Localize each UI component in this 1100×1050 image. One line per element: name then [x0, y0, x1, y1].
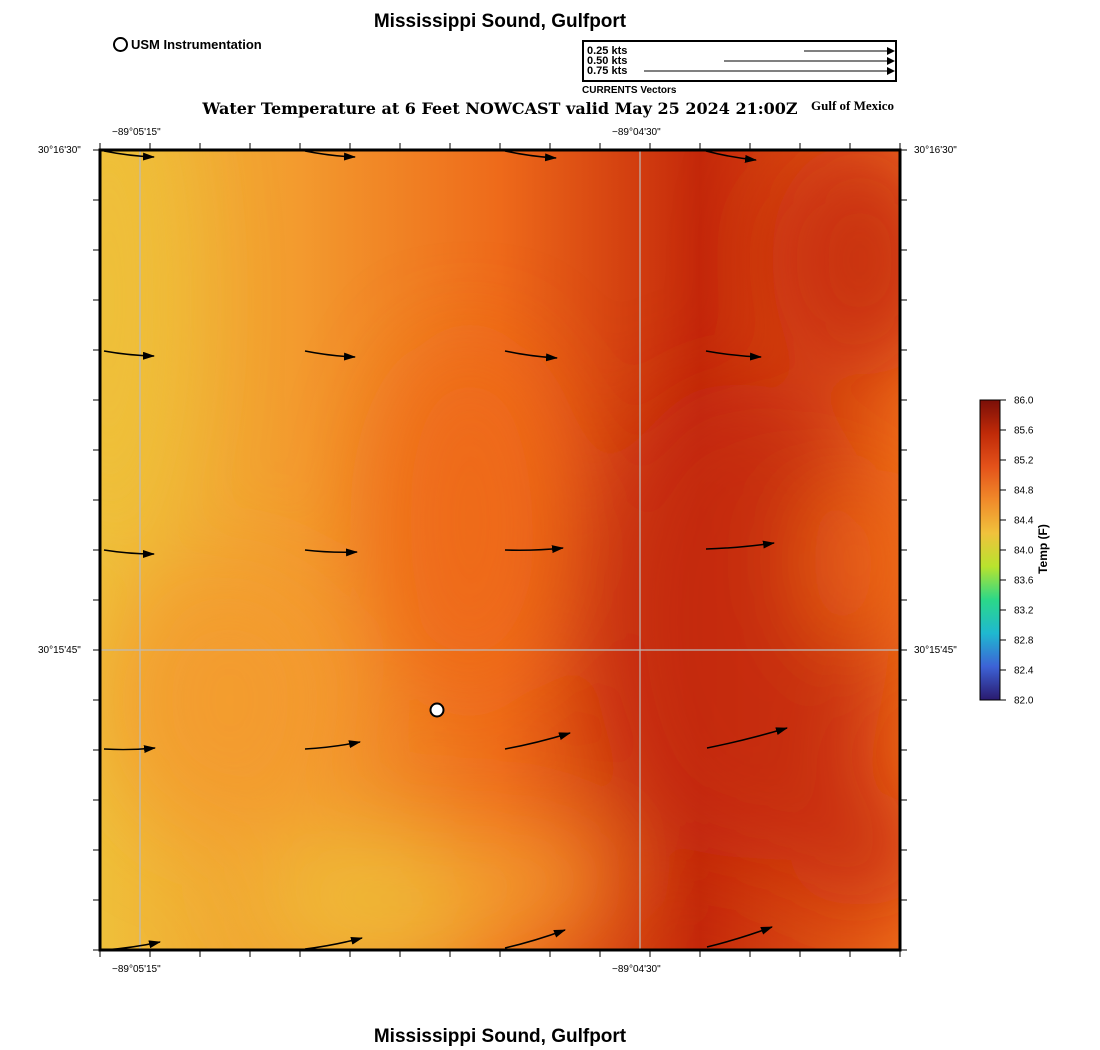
current-vectors: [103, 150, 788, 951]
current-vector-arrow: [304, 548, 358, 557]
current-vector-arrow: [705, 540, 775, 550]
current-vector-arrow: [103, 150, 155, 161]
colorbar: 82.0 82.4 82.8 83.2 83.6 84.0 84.4 84.8 85.2 85.6…: [979, 396, 1034, 707]
vector-scale-label-3: 0.75 kts: [587, 65, 628, 77]
lon-tick-bottom-2: −89°04'30": [612, 964, 661, 975]
graticule: [100, 150, 900, 950]
current-vector-arrow: [504, 350, 558, 362]
vector-scale-label-2: 0.50 kts: [587, 55, 628, 67]
current-vector-arrow: [304, 740, 361, 750]
lat-tick-right-1: 30°16'30": [914, 145, 957, 156]
lat-tick-left-2: 30°15'45": [38, 645, 81, 656]
colorbar-tick-label: 82.8: [1014, 636, 1034, 647]
colorbar-tick-label: 85.6: [1014, 426, 1034, 437]
lon-tick-top-2: −89°04'30": [612, 127, 661, 138]
current-vector-arrow: [504, 929, 566, 949]
vector-caption: CURRENTS Vectors: [582, 85, 677, 96]
current-vector-arrow: [705, 150, 757, 163]
colorbar-tick-label: 82.4: [1014, 666, 1034, 677]
location-title: Mississippi Sound, Gulfport: [373, 11, 627, 32]
main-title: Water Temperature at 6 Feet NOWCAST vali…: [202, 99, 798, 118]
current-vector-arrow: [706, 926, 773, 948]
colorbar-tick-label: 84.4: [1014, 516, 1034, 527]
colorbar-tick-label: 84.0: [1014, 546, 1034, 557]
current-vector-arrow: [103, 745, 156, 754]
colorbar-tick-label: 84.8: [1014, 486, 1034, 497]
colorbar-tick-label: 86.0: [1014, 396, 1034, 407]
lat-tick-right-2: 30°15'45": [914, 645, 957, 656]
current-vector-arrow: [706, 727, 788, 749]
usm-station-marker[interactable]: [429, 702, 445, 718]
current-vector-arrow: [504, 150, 557, 162]
station-circle-icon: [113, 37, 128, 52]
lon-tick-bottom-1: −89°05'15": [112, 964, 161, 975]
vector-scale-arrows: [644, 47, 895, 75]
region-label: Gulf of Mexico: [811, 98, 895, 113]
lon-tick-top-1: −89°05'15": [112, 127, 161, 138]
colorbar-title: Temp (F): [1036, 524, 1050, 574]
current-vector-arrow: [304, 936, 363, 950]
current-vector-arrow: [304, 150, 356, 161]
colorbar-tick-label: 83.6: [1014, 576, 1034, 587]
temperature-field: [100, 150, 900, 950]
current-vector-arrow: [304, 350, 356, 361]
frame-ticks: [93, 143, 907, 957]
footer-title: Mississippi Sound, Gulfport: [373, 1026, 627, 1047]
colorbar-tick-label: 82.0: [1014, 696, 1034, 707]
colorbar-tick-label: 83.2: [1014, 606, 1034, 617]
colorbar-tick-label: 85.2: [1014, 456, 1034, 467]
current-vector-arrow: [103, 549, 155, 558]
vector-scale-label-1: 0.25 kts: [587, 45, 628, 57]
station-legend: USM Instrumentation: [113, 37, 262, 52]
vector-scale-legend: 0.25 kts 0.50 kts 0.75 kts: [582, 40, 897, 82]
current-vector-arrow: [504, 732, 571, 750]
current-vector-arrow: [103, 350, 155, 360]
lat-tick-left-1: 30°16'30": [38, 145, 81, 156]
station-legend-label: USM Instrumentation: [131, 37, 262, 52]
current-vector-arrow: [504, 545, 564, 554]
colorbar-gradient: [979, 399, 1001, 701]
current-vector-arrow: [705, 350, 762, 361]
current-vector-arrow: [103, 940, 161, 951]
